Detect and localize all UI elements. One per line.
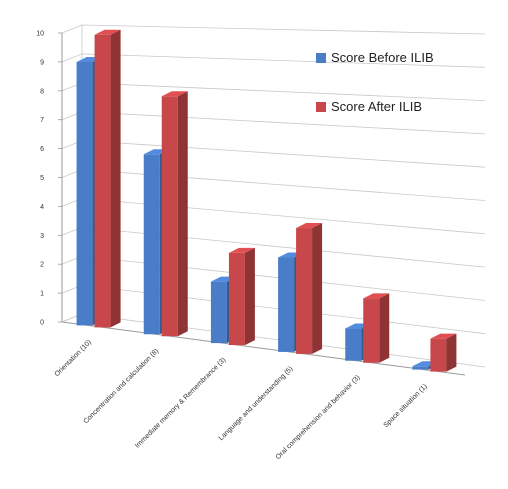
gridline — [61, 284, 486, 335]
bar-after — [94, 29, 121, 328]
bar-side — [110, 29, 121, 328]
gridline — [61, 313, 486, 368]
gridline — [61, 169, 486, 201]
gridlines — [61, 24, 486, 368]
bar-front — [363, 298, 380, 363]
bar-top — [430, 333, 457, 339]
x-axis-line — [61, 321, 466, 376]
bar-front — [76, 62, 93, 326]
bar-front — [143, 154, 160, 335]
bar-side — [244, 247, 255, 346]
y-tick-label: 1 — [40, 291, 44, 298]
bar-top — [94, 29, 121, 35]
category-label: Oral comprehension and behavior (3) — [275, 374, 362, 461]
bar-top — [296, 223, 323, 229]
bar-side — [446, 333, 457, 372]
legend: Score Before ILIB Score After ILIB — [316, 50, 434, 114]
y-tick-label: 7 — [40, 117, 44, 124]
bar-front — [278, 257, 295, 352]
y-tick-label: 9 — [40, 59, 44, 66]
bar-after — [228, 247, 255, 346]
y-tick-label: 2 — [40, 262, 44, 269]
bar-after — [430, 333, 457, 372]
y-tick-label: 10 — [36, 31, 44, 38]
bar-top — [161, 91, 188, 97]
category-label: Space situation (1) — [383, 383, 429, 429]
y-tick-label: 4 — [40, 204, 44, 211]
gridline — [61, 111, 486, 135]
bar-top — [363, 293, 390, 299]
category-label: Language and understanding (5) — [218, 365, 295, 442]
bar-side — [312, 223, 323, 354]
bar-after — [161, 91, 188, 337]
bar-front — [412, 366, 429, 370]
category-label: Orientation (10) — [54, 339, 93, 378]
y-tick-label: 5 — [40, 175, 44, 182]
y-tick-label: 0 — [40, 320, 44, 327]
bar-front — [210, 281, 227, 344]
bar-front — [430, 338, 447, 372]
y-tick-label: 6 — [40, 146, 44, 153]
bar-front — [228, 252, 245, 346]
bars — [76, 29, 457, 372]
category-label: Immediate memory & Remembrance (3) — [134, 357, 227, 450]
bar-after — [363, 293, 390, 363]
y-tick-label: 8 — [40, 88, 44, 95]
bar-side — [379, 293, 390, 363]
legend-label: Score After ILIB — [331, 99, 422, 114]
gridline — [61, 255, 486, 301]
bar-front — [161, 96, 178, 337]
gridline — [61, 82, 486, 101]
category-label: Concentration and calculation (8) — [83, 348, 161, 426]
y-tick-labels: 0 1 2 3 4 5 6 7 8 9 10 — [36, 31, 62, 327]
y-tick-label: 3 — [40, 233, 44, 240]
legend-swatch — [316, 102, 326, 112]
bar-front — [94, 34, 111, 328]
bar-after — [296, 223, 323, 354]
bar-side — [177, 91, 188, 337]
gridline — [61, 197, 486, 235]
bar-top — [228, 247, 255, 253]
legend-label: Score Before ILIB — [331, 50, 434, 65]
gridline — [61, 24, 486, 35]
legend-swatch — [316, 53, 326, 63]
axes — [61, 25, 466, 376]
bar-front — [296, 228, 313, 354]
gridline — [61, 140, 486, 168]
bar-front — [345, 328, 362, 361]
